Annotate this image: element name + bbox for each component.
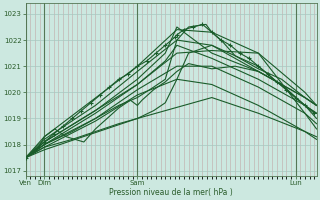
X-axis label: Pression niveau de la mer( hPa ): Pression niveau de la mer( hPa ) bbox=[109, 188, 233, 197]
